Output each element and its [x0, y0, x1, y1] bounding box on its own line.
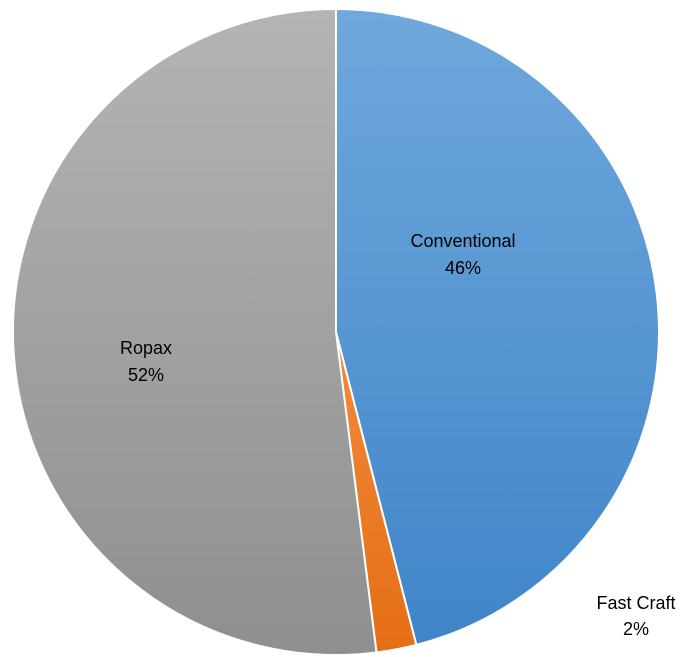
slice-percent-fast-craft: 2% [623, 619, 649, 639]
slice-label-conventional: Conventional [410, 231, 515, 251]
pie-slices [11, 7, 660, 656]
pie-slice-conventional [335, 7, 660, 647]
slice-percent-ropax: 52% [128, 365, 164, 385]
pie-labels: Conventional 46% Fast Craft 2% Ropax 52% [120, 231, 676, 639]
slice-label-ropax: Ropax [120, 338, 172, 358]
slice-percent-conventional: 46% [445, 258, 481, 278]
slice-label-fast-craft: Fast Craft [596, 593, 675, 613]
pie-slice-ropax [11, 7, 378, 656]
